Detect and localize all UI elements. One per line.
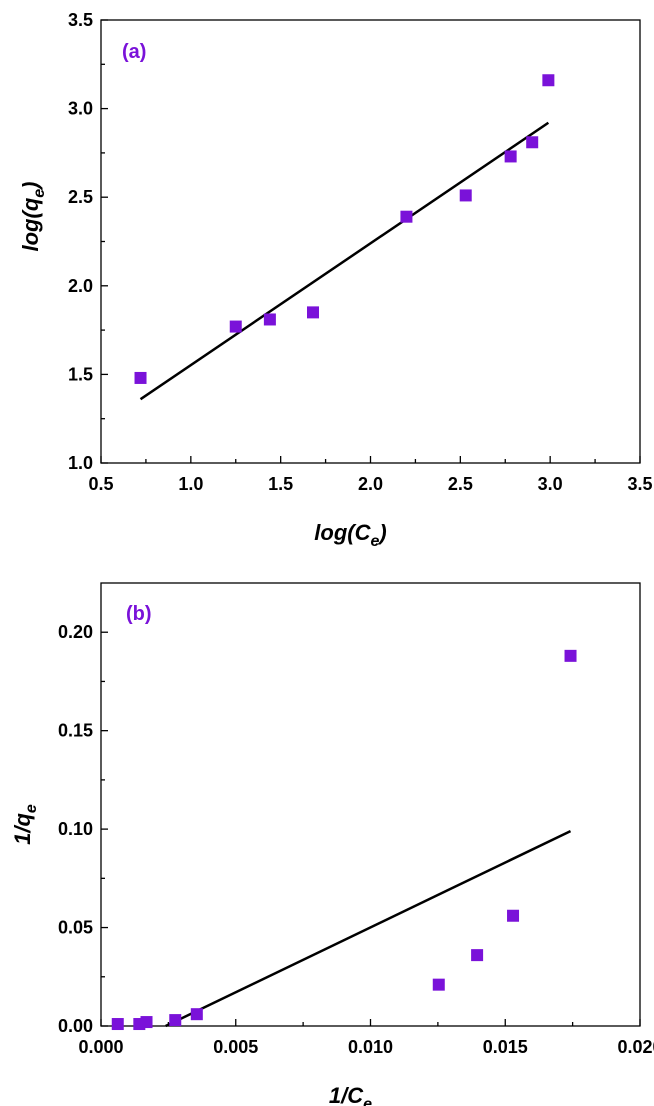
data-point [134,371,147,384]
x-tick-label: 0.005 [213,1037,258,1057]
x-tick-label: 0.015 [483,1037,528,1057]
chart-panel-b: 0.000 0.005 0.010 0.015 0.020 0.00 0.05 0.10 0.1… [10,582,654,1106]
data-point [140,1016,153,1029]
data-point [229,320,242,333]
data-point [400,210,413,223]
fit-line [139,121,550,401]
x-tick-label: 0.000 [78,1037,123,1057]
x-axis-title: log(Ce) [314,520,386,550]
fit-line [165,829,572,1028]
x-tick-label: 0.020 [617,1037,654,1057]
data-point [432,978,445,991]
data-point [190,1008,203,1021]
x-tick-label: 0.5 [88,474,113,494]
x-tick-label: 3.5 [627,474,652,494]
y-tick-label: 0.05 [58,918,93,938]
data-point [507,909,520,922]
x-tick-label: 1.0 [178,474,203,494]
x-tick-label: 1.5 [268,474,293,494]
y-tick-label: 1.0 [68,453,93,473]
data-point [307,306,320,319]
panel-label: (a) [122,41,146,63]
y-tick-label: 1.5 [68,364,93,384]
y-tick-label: 0.00 [58,1016,93,1036]
y-tick-label: 2.0 [68,276,93,296]
data-point [459,189,472,202]
data-point [526,136,539,149]
data-point [111,1018,124,1031]
data-point [169,1014,182,1027]
x-axis-title: 1/Ce [329,1083,372,1106]
panel-label: (b) [126,603,152,625]
data-point [263,313,276,326]
x-tick-label: 2.0 [358,474,383,494]
x-tick-label: 0.010 [348,1037,393,1057]
data-point [471,949,484,962]
plot-frame [100,19,641,464]
x-tick-label: 2.5 [448,474,473,494]
data-point [564,649,577,662]
x-tick-label: 3.0 [538,474,563,494]
y-tick-label: 0.10 [58,819,93,839]
y-tick-label: 2.5 [68,187,93,207]
data-point [504,150,517,163]
y-axis-title: log(qe) [18,182,48,252]
chart-panel-a: 0.5 1.0 1.5 2.0 2.5 3.0 3.51.01.52.02.53.03.5(… [18,10,653,550]
data-point [542,74,555,87]
y-tick-label: 0.20 [58,622,93,642]
y-axis-title: 1/qe [10,804,40,845]
plot-frame [100,582,641,1027]
y-tick-label: 3.0 [68,99,93,119]
y-tick-label: 3.5 [68,10,93,30]
y-tick-label: 0.15 [58,721,93,741]
